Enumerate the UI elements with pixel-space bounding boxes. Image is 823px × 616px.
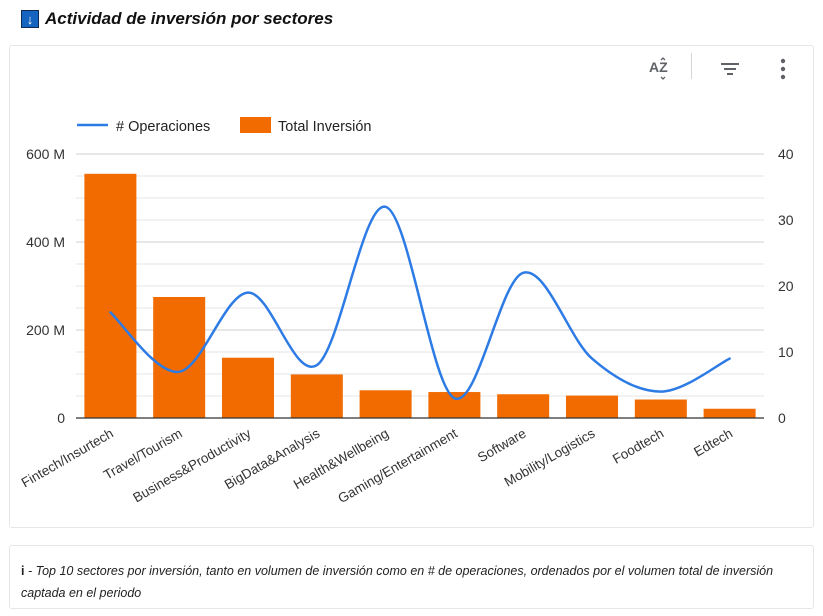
sort-button[interactable]: AZ [646,55,674,83]
grid-lines [76,153,764,397]
category-label: Foodtech [610,426,666,467]
operaciones-line [109,205,731,400]
y-right-tick-label: 30 [778,212,794,228]
y-right-tick-label: 0 [778,410,786,426]
y-left-tick-label: 0 [57,410,65,426]
bar-7 [497,394,550,418]
filter-icon [721,63,739,75]
category-label: Fintech/Insurtech [19,426,116,491]
bar-9 [634,399,687,418]
line-series [109,205,731,400]
bar-10 [703,408,756,418]
chart-header: ↓ Actividad de inversión por sectores [21,9,333,29]
toolbar-separator [691,53,692,79]
more-vertical-icon [780,58,786,80]
bars [84,173,756,418]
filter-button[interactable] [716,55,744,83]
y-left-tick-label: 400 M [26,234,65,250]
bar-1 [84,173,137,418]
info-icon: i [21,564,25,578]
bar-8 [566,395,618,418]
svg-text:AZ: AZ [649,59,668,75]
footnote-text: - Top 10 sectores por inversión, tanto e… [21,564,774,600]
combo-chart: 0 200 M 400 M 600 M 0 10 20 30 40 Fintech/Insurte… [19,117,794,506]
category-label: Edtech [691,426,735,460]
category-label: Business&Productivity [130,425,253,505]
sort-az-icon: AZ [649,57,668,80]
y-right-tick-label: 10 [778,344,794,360]
more-options-button[interactable] [769,55,797,83]
bar-3 [222,357,274,418]
legend-bar-swatch [240,117,271,133]
legend: # Operaciones Total Inversión [77,117,372,135]
y-right-tick-label: 20 [778,278,794,294]
legend-label-inversion: Total Inversión [278,119,372,135]
y-right-tick-label: 40 [778,146,794,162]
category-label: Software [475,426,529,466]
bar-6 [428,392,481,418]
chart-title: Actividad de inversión por sectores [45,9,334,28]
bar-5 [359,390,412,418]
footnote: i - Top 10 sectores por inversión, tanto… [21,560,806,604]
info-down-arrow-icon: ↓ [21,10,39,28]
footnote-card: i - Top 10 sectores por inversión, tanto… [9,545,814,609]
legend-label-operaciones: # Operaciones [116,119,210,135]
category-label: Gaming/Entertainment [335,425,460,506]
bar-4 [290,374,343,418]
y-left-tick-label: 200 M [26,322,65,338]
y-left-tick-label: 600 M [26,146,65,162]
